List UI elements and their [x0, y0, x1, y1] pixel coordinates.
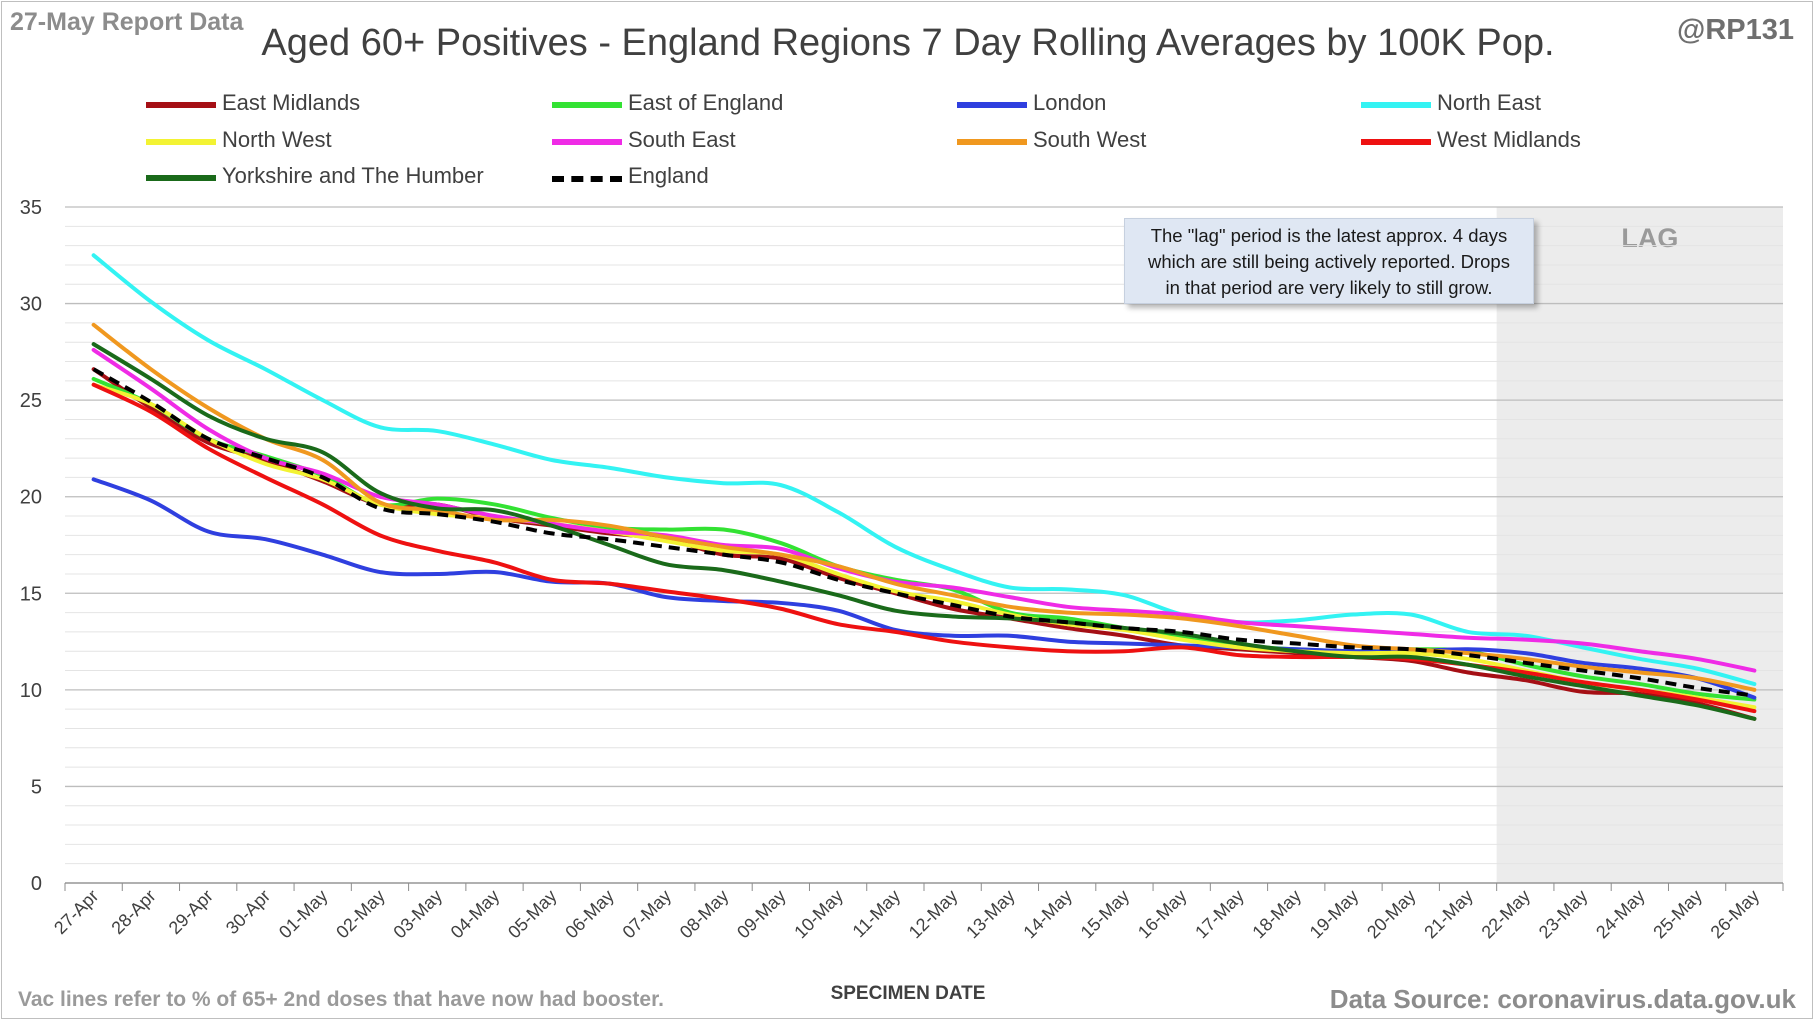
chart-title: Aged 60+ Positives - England Regions 7 D…	[261, 22, 1555, 64]
legend-swatch	[146, 139, 216, 145]
x-tick-label: 24-May	[1592, 886, 1649, 943]
x-tick-label: 06-May	[561, 886, 618, 943]
x-tick-label: 30-Apr	[222, 886, 274, 938]
legend-swatch	[146, 102, 216, 108]
x-tick-label: 21-May	[1420, 886, 1477, 943]
footnote: Vac lines refer to % of 65+ 2nd doses th…	[18, 988, 664, 1011]
author-handle: @RP131	[1677, 14, 1794, 46]
x-axis-title: SPECIMEN DATE	[830, 983, 986, 1004]
x-tick-label: 22-May	[1478, 886, 1535, 943]
x-tick-label: 23-May	[1535, 886, 1592, 943]
x-tick-label: 25-May	[1649, 886, 1706, 943]
data-source-label: Data Source: coronavirus.data.gov.uk	[1329, 984, 1796, 1014]
series-line-london	[91, 477, 1757, 700]
report-date-label: 27-May Report Data	[10, 8, 244, 36]
legend-swatch	[552, 176, 622, 182]
x-tick-label: 19-May	[1306, 886, 1363, 943]
chart-legend: East Midlands East of England London North …	[0, 0, 1816, 200]
legend-label: Yorkshire and The Humber	[222, 163, 484, 188]
y-tick-label: 35	[20, 197, 42, 219]
legend-label: East Midlands	[222, 90, 361, 115]
annotation-line: The "lag" period is the latest approx. 4…	[1150, 225, 1508, 246]
x-tick-label: 26-May	[1707, 886, 1764, 943]
x-tick-label: 14-May	[1019, 886, 1076, 943]
x-tick-label: 17-May	[1191, 886, 1248, 943]
series-line-south-west	[91, 322, 1757, 692]
legend-label: North West	[222, 127, 332, 152]
series-line-england	[92, 367, 1755, 698]
series-line-north-west	[91, 382, 1757, 710]
x-tick-label: 09-May	[733, 886, 790, 943]
legend-label: West Midlands	[1437, 127, 1581, 152]
lag-annotation-box: The "lag" period is the latest approx. 4…	[1124, 218, 1534, 304]
legend-label: East of England	[628, 90, 784, 115]
legend-label: South East	[628, 127, 736, 152]
annotation-line: in that period are very likely to still …	[1165, 277, 1493, 298]
series-line-north-east	[91, 253, 1757, 687]
legend-label: England	[628, 163, 709, 188]
series-line-yorkshire-and-the-humber	[91, 342, 1757, 721]
y-tick-label: 0	[31, 873, 42, 895]
x-tick-label: 11-May	[849, 886, 905, 942]
x-tick-label: 16-May	[1134, 886, 1191, 943]
x-tick-label: 28-Apr	[107, 886, 159, 938]
legend-swatch	[957, 102, 1027, 108]
x-tick-label: 10-May	[790, 886, 847, 943]
legend-label: London	[1033, 90, 1107, 115]
x-tick-label: 02-May	[332, 886, 389, 943]
x-tick-label: 20-May	[1363, 886, 1420, 943]
x-tick-label: 08-May	[676, 886, 733, 943]
legend-label: North East	[1437, 90, 1541, 115]
x-tick-label: 05-May	[504, 886, 561, 943]
x-tick-label: 18-May	[1248, 886, 1305, 943]
x-tick-label: 29-Apr	[165, 886, 217, 938]
lag-label: LAG	[1621, 223, 1678, 253]
y-tick-label: 15	[20, 583, 42, 605]
x-tick-label: 27-Apr	[50, 886, 102, 938]
legend-swatch	[552, 102, 622, 108]
x-tick-label: 01-May	[275, 886, 332, 943]
y-tick-label: 5	[31, 776, 42, 798]
x-tick-label: 07-May	[619, 886, 676, 943]
x-tick-label: 12-May	[905, 886, 962, 943]
y-tick-label: 25	[20, 390, 42, 412]
y-tick-label: 30	[20, 294, 42, 316]
legend-swatch	[552, 139, 622, 145]
annotation-line: which are still being actively reported.…	[1148, 251, 1510, 272]
lag-region	[1496, 207, 1783, 883]
y-tick-label: 20	[20, 487, 42, 509]
legend-label: South West	[1033, 127, 1147, 152]
y-tick-label: 10	[20, 680, 42, 702]
legend-swatch	[1361, 139, 1431, 145]
x-tick-label: 13-May	[962, 886, 1019, 943]
legend-swatch	[146, 175, 216, 181]
legend-swatch	[1361, 102, 1431, 108]
legend-swatch	[957, 139, 1027, 145]
x-tick-label: 15-May	[1077, 886, 1134, 943]
x-tick-label: 04-May	[447, 886, 504, 943]
x-tick-label: 03-May	[389, 886, 446, 943]
